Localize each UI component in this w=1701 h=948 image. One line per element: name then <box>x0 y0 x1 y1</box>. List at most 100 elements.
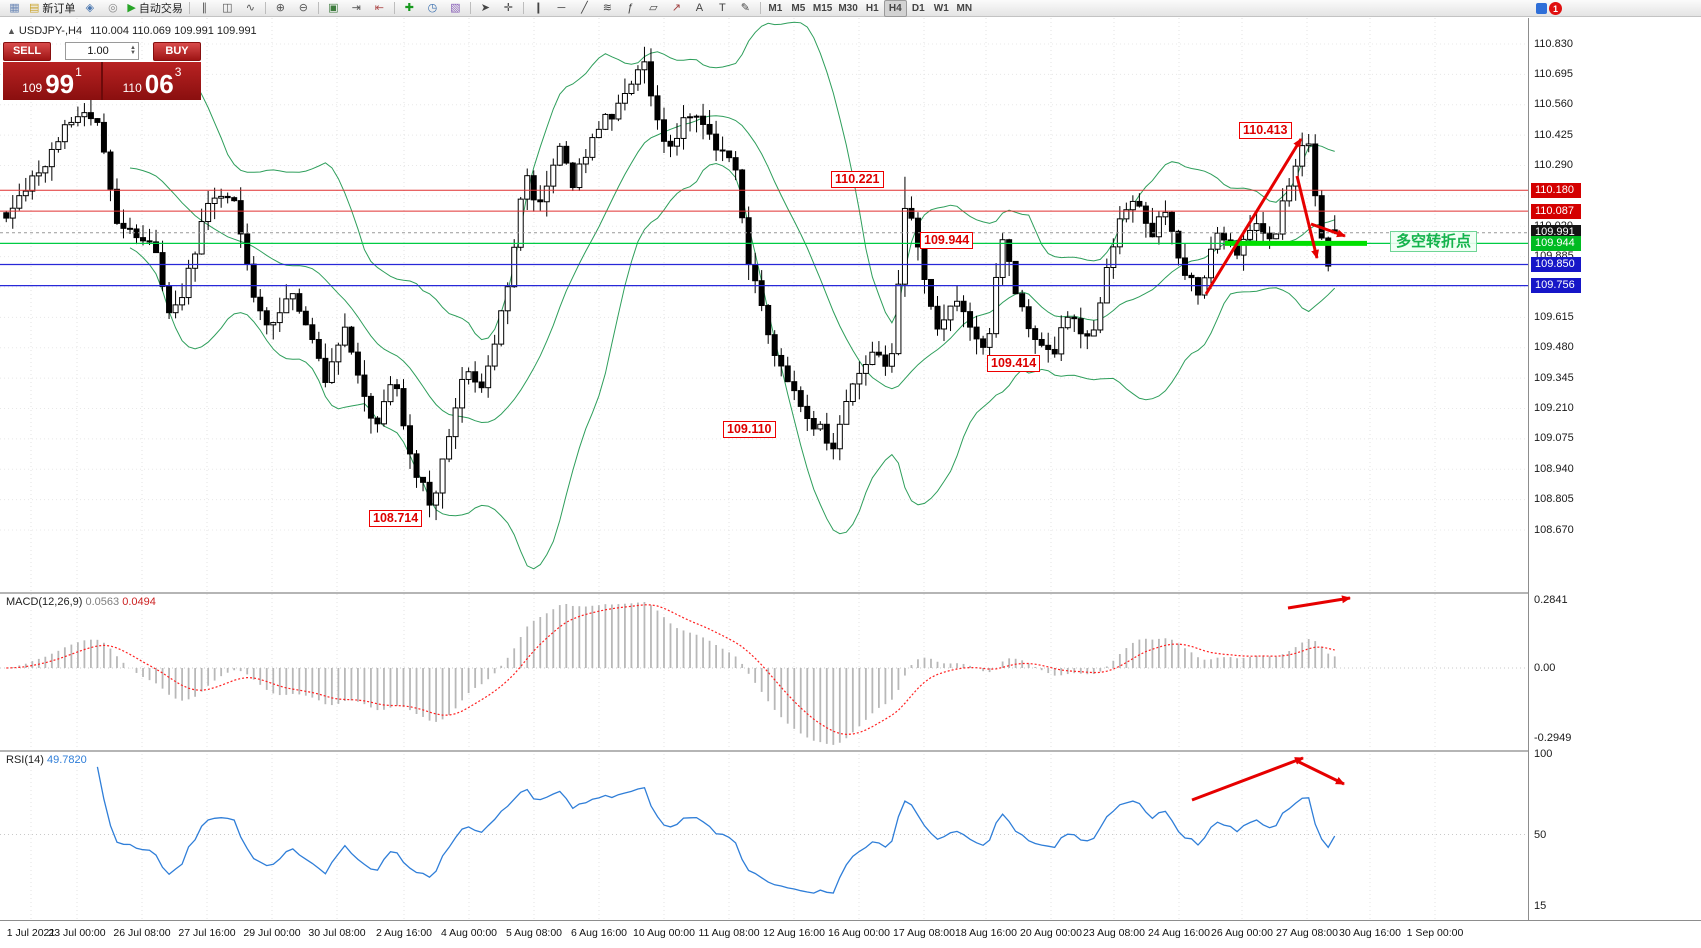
volume-value: 1.00 <box>87 45 109 57</box>
spin-down-icon[interactable]: ▼ <box>130 50 136 56</box>
panel-separator[interactable] <box>0 750 1528 752</box>
candles-layer <box>3 46 1338 521</box>
timeframe-m5[interactable]: M5 <box>791 2 806 14</box>
buy-price-big: 06 <box>144 69 174 99</box>
toolbar: ▦ ▤ 新订单 ◈ ◎ ▶ 自动交易 ∥ ◫ ∿ ⊕ ⊖ ▣ ⇥ ⇤ ✚ ◷ ▧ ➤ ✛ ❙ ─ ╱ ≋ ƒ ▱ ↗ A T ✎ M1 M5 M… <box>0 0 1701 17</box>
price-tick: 110.560 <box>1534 98 1573 111</box>
spin-up-icon[interactable]: ▲ <box>130 45 136 51</box>
equidistant-channel-button[interactable]: ≋ <box>596 0 619 17</box>
time-tick-label: 30 Jul 08:00 <box>308 927 366 939</box>
zoom-out-button[interactable]: ⊖ <box>292 0 315 17</box>
timeframe-m15[interactable]: M15 <box>812 2 833 14</box>
price-callout[interactable]: 109.414 <box>987 355 1041 372</box>
volume-input[interactable]: 1.00 ▲ ▼ <box>65 42 139 60</box>
trend-arrow[interactable] <box>1287 595 1351 610</box>
price-tick: 109.210 <box>1534 402 1574 414</box>
templates-button[interactable]: ▧ <box>444 0 467 17</box>
timeframe-d1[interactable]: D1 <box>911 2 925 14</box>
draw-button[interactable]: ✎ <box>734 0 757 17</box>
charts-button[interactable]: ▦ <box>3 0 26 17</box>
macd-tick: 0.2841 <box>1534 594 1568 606</box>
autotrade-button-icon: ▶ <box>127 1 136 14</box>
price-tick: 110.425 <box>1534 128 1573 141</box>
toolbar-notifications[interactable]: 1 <box>1536 2 1562 15</box>
line-chart-button[interactable]: ∿ <box>239 0 262 17</box>
indicators-button[interactable]: ✚ <box>398 0 421 17</box>
buy-button[interactable]: BUY <box>153 41 201 61</box>
draw-button-icon: ✎ <box>740 1 750 14</box>
rsi-value: 49.7820 <box>46 754 87 766</box>
tile-windows-button-icon: ▣ <box>328 1 339 14</box>
rsi-tick: 100 <box>1534 748 1553 760</box>
toolbar-separator <box>264 2 266 14</box>
sell-price-prefix: 109 <box>22 81 43 95</box>
trend-arrow[interactable] <box>1295 175 1319 259</box>
expert-list-icon[interactable]: ◈ <box>78 0 101 17</box>
price-axis[interactable]: 110.830 110.695 110.560 110.425 110.290 110.1… <box>1528 18 1701 920</box>
price-callout[interactable]: 109.944 <box>920 232 974 249</box>
vertical-line-button[interactable]: ❙ <box>527 0 550 17</box>
shapes-button[interactable]: ▱ <box>642 0 665 17</box>
time-tick-label: 27 Jul 16:00 <box>178 927 236 939</box>
periods-button[interactable]: ◷ <box>421 0 444 17</box>
zoom-in-button-icon: ⊕ <box>275 1 285 14</box>
cursor-button[interactable]: ➤ <box>474 0 497 17</box>
time-tick-label: 5 Aug 08:00 <box>505 927 563 939</box>
sell-price-panel[interactable]: 109 99 1 <box>3 62 103 100</box>
macd-signal-value: 0.0494 <box>122 596 156 608</box>
script-icon[interactable]: ◎ <box>101 0 124 17</box>
panel-separator[interactable] <box>0 592 1528 594</box>
timeframe-mn[interactable]: MN <box>956 2 973 14</box>
turning-point-annotation[interactable]: 多空转折点 <box>1390 231 1478 252</box>
timeframe-h1[interactable]: H1 <box>865 2 879 14</box>
sell-button[interactable]: SELL <box>3 41 51 61</box>
text-label-button[interactable]: T <box>711 0 734 17</box>
trend-arrow[interactable] <box>1298 760 1345 786</box>
auto-scroll-button[interactable]: ⇥ <box>345 0 368 17</box>
annotation-arrows[interactable] <box>1191 138 1351 802</box>
price-callout[interactable]: 110.413 <box>1239 122 1292 139</box>
tile-windows-button[interactable]: ▣ <box>322 0 345 17</box>
trend-arrow[interactable] <box>1310 222 1346 238</box>
time-tick-label: 30 Aug 16:00 <box>1339 927 1401 939</box>
timeframe-w1[interactable]: W1 <box>933 2 949 14</box>
arrows-tool-button[interactable]: ↗ <box>665 0 688 17</box>
trend-arrow[interactable] <box>1204 138 1303 295</box>
time-tick-label: 24 Aug 16:00 <box>1148 927 1210 939</box>
new-order-button[interactable]: ▤ 新订单 <box>26 0 78 17</box>
chart-shift-button[interactable]: ⇤ <box>368 0 391 17</box>
auto-scroll-button-icon: ⇥ <box>351 1 361 14</box>
price-callout[interactable]: 110.221 <box>831 171 884 188</box>
price-tick: 109.345 <box>1534 371 1574 384</box>
fibonacci-button[interactable]: ƒ <box>619 0 642 17</box>
autotrade-button[interactable]: ▶ 自动交易 <box>124 0 185 17</box>
rsi-name: RSI(14) <box>6 754 44 766</box>
expert-list-icon-icon: ◈ <box>85 1 95 14</box>
buy-price-panel[interactable]: 110 06 3 <box>103 62 201 100</box>
crosshair-button[interactable]: ✛ <box>497 0 520 17</box>
price-callout[interactable]: 109.110 <box>723 421 776 438</box>
horizontal-line-button[interactable]: ─ <box>550 0 573 17</box>
chat-icon[interactable] <box>1536 3 1547 14</box>
price-badge: 109.756 <box>1531 278 1581 294</box>
timeframe-h4[interactable]: H4 <box>883 0 907 17</box>
volume-spinner[interactable]: ▲ ▼ <box>130 45 138 56</box>
time-axis[interactable]: 1 Jul 2021 23 Jul 00:00 26 Jul 08:00 27 Jul… <box>0 920 1701 948</box>
new-order-button-icon: ▤ <box>29 1 40 14</box>
timeframe-m30[interactable]: M30 <box>838 2 858 14</box>
bar-chart-button[interactable]: ∥ <box>193 0 216 17</box>
trend-arrow[interactable] <box>1191 756 1304 802</box>
rsi-line <box>96 766 1336 894</box>
one-click-controls: SELL 1.00 ▲ ▼ BUY <box>3 41 201 61</box>
main-chart-canvas[interactable] <box>0 18 1528 920</box>
time-tick-label: 23 Aug 08:00 <box>1083 927 1145 939</box>
price-callout[interactable]: 108.714 <box>369 510 423 527</box>
candlestick-chart-button[interactable]: ◫ <box>216 0 239 17</box>
timeframe-m1[interactable]: M1 <box>768 2 783 14</box>
trendline-button[interactable]: ╱ <box>573 0 596 17</box>
zoom-in-button[interactable]: ⊕ <box>269 0 292 17</box>
notification-badge[interactable]: 1 <box>1549 2 1562 15</box>
text-button[interactable]: A <box>688 0 711 17</box>
time-tick-label: 10 Aug 00:00 <box>633 927 695 939</box>
level-lines[interactable] <box>0 189 1528 287</box>
